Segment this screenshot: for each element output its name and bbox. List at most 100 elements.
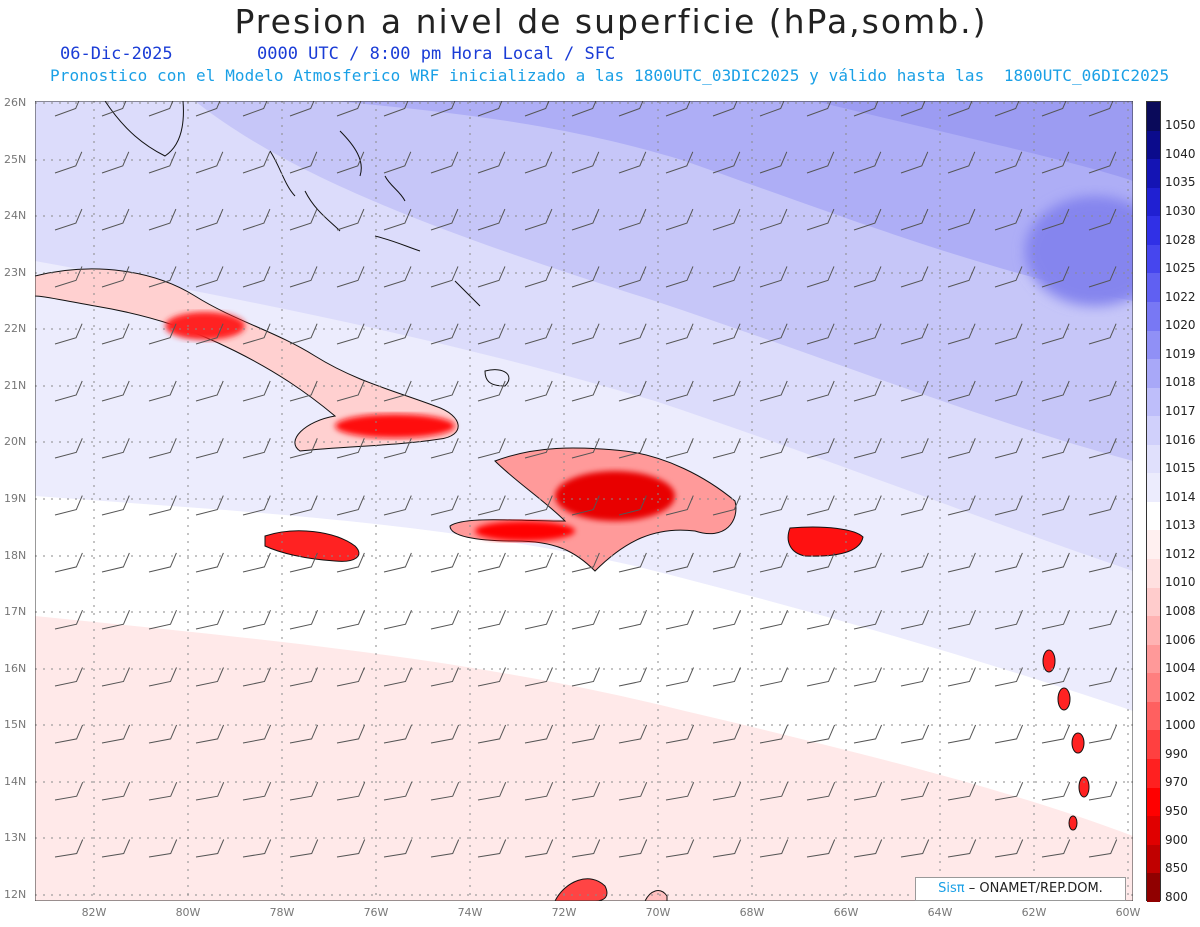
wind-barb	[336, 839, 366, 858]
wind-barb	[148, 724, 178, 744]
wind-barb	[759, 495, 788, 516]
wind-barb	[712, 495, 741, 516]
wind-barb	[430, 667, 459, 687]
wind-barb	[712, 208, 741, 231]
wind-barb	[947, 323, 976, 345]
wind-barb	[383, 151, 412, 174]
lon-label: 68W	[739, 906, 765, 919]
wind-barb	[336, 495, 365, 516]
wind-barb	[759, 151, 788, 174]
colorbar-label: 1010	[1165, 575, 1196, 590]
wind-barb	[1041, 724, 1071, 744]
wind-barb	[336, 724, 366, 744]
colorbar-label: 990	[1165, 746, 1188, 761]
wind-barb	[242, 724, 272, 744]
wind-barb	[665, 724, 695, 744]
wind-barb	[383, 724, 413, 744]
colorbar-swatch	[1147, 273, 1160, 302]
colorbar-label: 1006	[1165, 632, 1196, 647]
wind-barb	[806, 266, 835, 288]
wind-barb	[1041, 495, 1070, 516]
wind-barb	[571, 323, 600, 345]
lon-label: 66W	[833, 906, 859, 919]
wind-barb	[1041, 323, 1070, 345]
wind-barb	[289, 839, 319, 858]
wind-barb	[524, 667, 553, 687]
wind-barb	[477, 610, 506, 630]
wind-barb	[853, 667, 882, 687]
model-info: Pronostico con el Modelo Atmosferico WRF…	[50, 66, 1170, 85]
pressure-band-1018	[815, 101, 1133, 181]
wind-barb	[900, 380, 929, 402]
wind-barb	[759, 610, 788, 630]
credit-box: Sisπ – ONAMET/REP.DOM.	[915, 877, 1126, 901]
wind-barb	[994, 552, 1023, 573]
wind-barb	[383, 208, 412, 231]
wind-barb	[806, 208, 835, 231]
wind-barb	[383, 782, 413, 801]
wind-barb	[665, 495, 694, 516]
bahamas-islands	[104, 101, 510, 387]
wind-barb	[336, 610, 365, 630]
wind-barb	[336, 782, 366, 801]
colorbar-swatch	[1147, 587, 1160, 617]
lon-label: 70W	[645, 906, 671, 919]
wind-barb	[101, 495, 130, 516]
wind-barb	[54, 151, 83, 174]
wind-barb	[524, 323, 553, 345]
wind-barb	[430, 101, 456, 117]
wind-barb	[430, 380, 459, 402]
wind-barb	[994, 610, 1023, 630]
lat-label: 13N	[4, 831, 27, 844]
colorbar-label: 950	[1165, 804, 1188, 818]
wind-barb	[806, 151, 835, 174]
wind-barb	[289, 151, 318, 174]
lat-label: 22N	[4, 322, 27, 335]
wind-barb	[383, 495, 412, 516]
wind-barb	[618, 438, 647, 459]
lat-label: 21N	[4, 379, 27, 392]
wind-barb	[618, 208, 647, 231]
wind-barb	[759, 782, 789, 801]
wind-barb	[1041, 101, 1067, 117]
colorbar-label: 1028	[1165, 232, 1196, 247]
colorbar-swatch	[1147, 873, 1160, 902]
wind-barb	[1041, 151, 1070, 174]
wind-barb	[947, 208, 976, 231]
wind-barb	[524, 610, 553, 630]
wind-barb	[712, 667, 741, 687]
wind-barb	[712, 839, 742, 858]
lat-label: 19N	[4, 492, 27, 505]
wind-barb	[900, 552, 929, 573]
wind-barb	[712, 151, 741, 174]
wind-barb	[806, 552, 835, 573]
wind-barb	[383, 438, 412, 459]
wind-barb	[195, 323, 224, 345]
colorbar-label: 1050	[1165, 118, 1196, 133]
lat-label: 23N	[4, 266, 27, 279]
colorbar-swatch	[1147, 758, 1160, 788]
lesser-antilles	[1042, 649, 1090, 831]
wind-barb	[1041, 552, 1070, 573]
wind-barb	[1041, 208, 1070, 231]
colorbar-swatch	[1147, 216, 1160, 245]
lat-label: 24N	[4, 209, 27, 222]
wind-barb	[336, 667, 365, 687]
colorbar-swatch	[1147, 787, 1160, 817]
wind-barb	[712, 782, 742, 801]
colorbar-swatch	[1147, 673, 1160, 702]
wind-barb	[101, 610, 130, 630]
wind-barb	[524, 495, 553, 516]
wind-barb	[853, 552, 882, 573]
colorbar-label: 1030	[1165, 204, 1196, 218]
wind-barb	[712, 323, 741, 345]
wind-barb	[242, 782, 272, 801]
wind-barbs	[54, 101, 1118, 858]
wind-barb	[195, 610, 224, 630]
wind-barb	[101, 782, 131, 801]
wind-barb	[195, 438, 224, 459]
wind-barb	[524, 552, 553, 573]
wind-barb	[618, 839, 648, 858]
lon-label: 82W	[81, 906, 107, 919]
wind-barb	[947, 101, 973, 117]
